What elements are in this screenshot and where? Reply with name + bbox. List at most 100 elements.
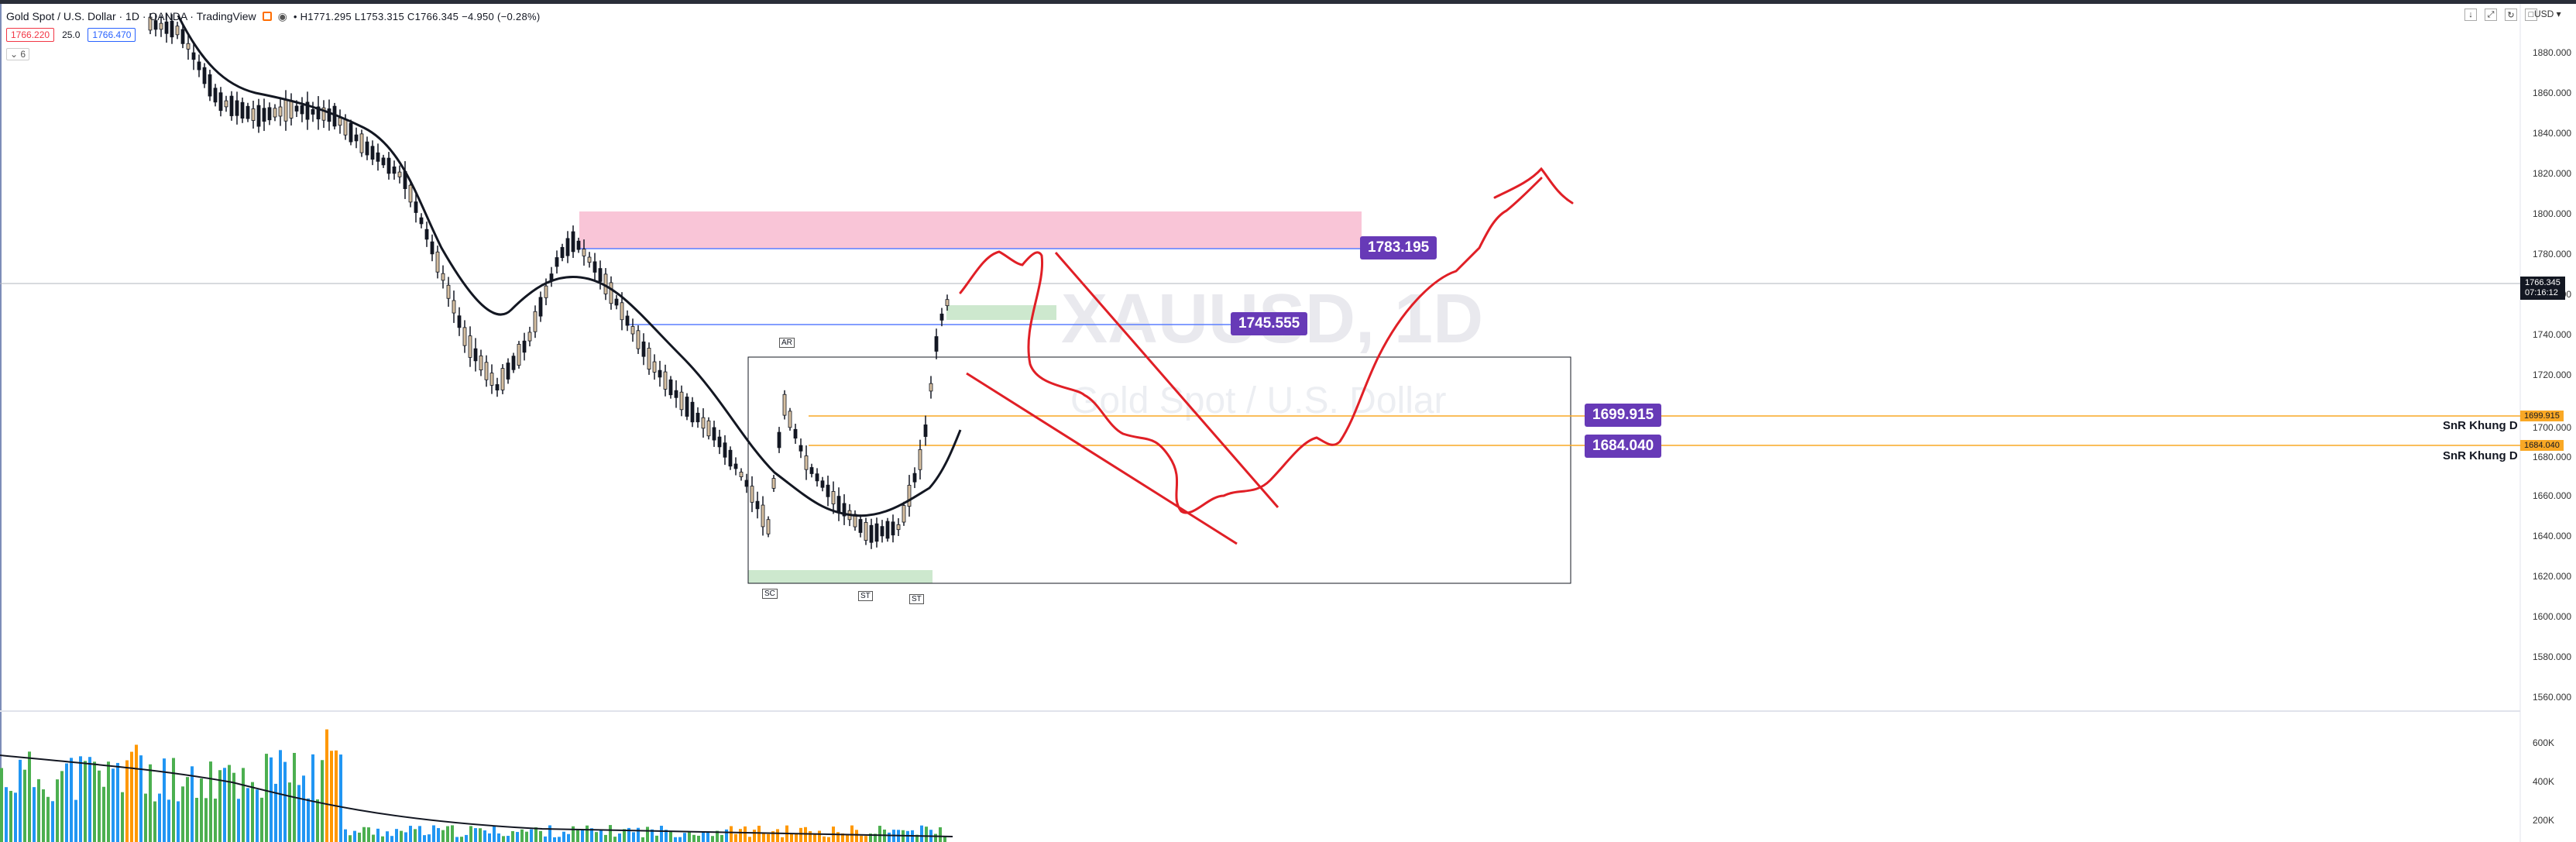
candle-body [527,332,532,342]
fullscreen-icon[interactable]: ⤢ [2485,9,2497,21]
volume-bar [920,825,923,842]
support-zone-base[interactable] [748,570,933,583]
axis-tag-snr-lower[interactable]: 1684.040 [2520,440,2564,451]
price-label-snr-lower[interactable]: 1684.040 [1585,435,1662,458]
buy-button[interactable]: 1766.470 [88,28,136,42]
volume-bar [864,836,867,842]
candle-body [560,246,565,259]
candle-body [283,99,288,122]
indicators-count: 6 [20,49,26,60]
candle-body [164,21,169,34]
watermark-name: Gold Spot / U.S. Dollar [1070,380,1447,421]
volume-bar [102,786,105,842]
candle-body [744,479,749,487]
eye-icon[interactable]: ◉ [277,9,287,22]
axis-tag-snr-upper[interactable]: 1699.915 [2520,411,2564,421]
volume-bar [632,832,635,842]
candle-body [251,108,256,121]
candle-body [256,105,261,127]
price-label-resistance[interactable]: 1783.195 [1360,236,1437,259]
candle-body [365,141,369,156]
candle-body [869,524,874,543]
volume-bar [874,833,877,842]
trendline-lower[interactable] [966,372,1238,545]
download-icon[interactable]: ↓ [2464,9,2477,21]
target-arrow-drawing[interactable] [1493,167,1574,204]
volume-bar [507,836,510,842]
volume-bar [469,826,472,842]
volume-bar [19,759,22,842]
candle-body [587,256,592,263]
volume-bar [609,825,612,842]
volume-bar [590,828,593,842]
volume-bar [432,825,435,842]
volume-bar [809,831,812,842]
volume-bar [846,833,849,842]
volume-bar [720,834,723,842]
candle-body [202,67,207,84]
volume-bar [818,830,821,842]
projected-path-drawing[interactable] [959,177,1543,514]
top-right-controls: ↓ ⤢ ↻ □ [2464,9,2537,21]
volume-bar [572,826,575,842]
volume-bar [697,835,700,842]
volume-bar [613,837,617,842]
volume-bar [753,830,756,842]
sell-button[interactable]: 1766.220 [6,28,55,42]
indicators-toggle[interactable]: ⌄ 6 [6,48,30,60]
volume-bar [51,801,54,842]
volume-bar [167,799,170,842]
candle-body [896,524,901,531]
trendline-upper[interactable] [1054,252,1279,508]
candle-body [641,341,646,357]
volume-bar [530,829,533,842]
maximize-icon[interactable]: □ [2525,9,2537,21]
trade-buttons: 1766.220 25.0 1766.470 [6,28,136,42]
current-price-value: 1766.345 [2525,278,2561,287]
volume-bar [121,792,124,842]
candle-body [592,261,597,273]
volume-bar [404,832,407,842]
candle-body [506,363,510,380]
volume-bar [33,787,36,842]
candle-body [289,100,294,119]
volume-bar [339,754,342,842]
candle-body [918,448,922,470]
refresh-icon[interactable]: ↻ [2505,9,2517,21]
volume-bar [730,826,733,842]
volume-bar [446,826,449,842]
price-label-mid[interactable]: 1745.555 [1231,312,1308,335]
price-label-snr-upper[interactable]: 1699.915 [1585,404,1662,427]
candle-body [836,496,841,513]
volume-bar [228,765,231,842]
symbol-title[interactable]: Gold Spot / U.S. Dollar · 1D · OANDA · T… [6,10,256,22]
currency-selector[interactable]: USD ▾ [2534,9,2561,19]
candle-body [842,503,847,517]
volume-bar [409,826,412,842]
accumulation-range-box[interactable] [747,356,1571,584]
volume-bar [576,830,579,842]
price-axis-tick: 1840.000 [2533,128,2572,139]
volume-bar [762,833,765,842]
volume-bar [14,792,17,842]
current-price-tag[interactable]: 1766.345 07:16:12 [2520,277,2565,300]
price-axis-tick: 1620.000 [2533,571,2572,582]
volume-bar [474,828,477,842]
flag-icon[interactable] [262,12,272,21]
candle-body [891,521,895,536]
candle-body [311,108,315,115]
candle-body [923,424,928,437]
resistance-zone[interactable] [579,211,1362,249]
volume-bar [813,833,816,842]
candle-body [300,105,304,115]
candle-body [386,157,391,174]
candle-body [479,355,483,371]
volume-bar [344,829,347,842]
spread-value: 25.0 [62,29,81,40]
volume-bar [177,801,180,842]
price-axis-tick: 1820.000 [2533,168,2572,179]
volume-bar [692,834,696,842]
moving-average-line[interactable] [177,15,962,517]
support-zone-small[interactable] [946,305,1056,320]
